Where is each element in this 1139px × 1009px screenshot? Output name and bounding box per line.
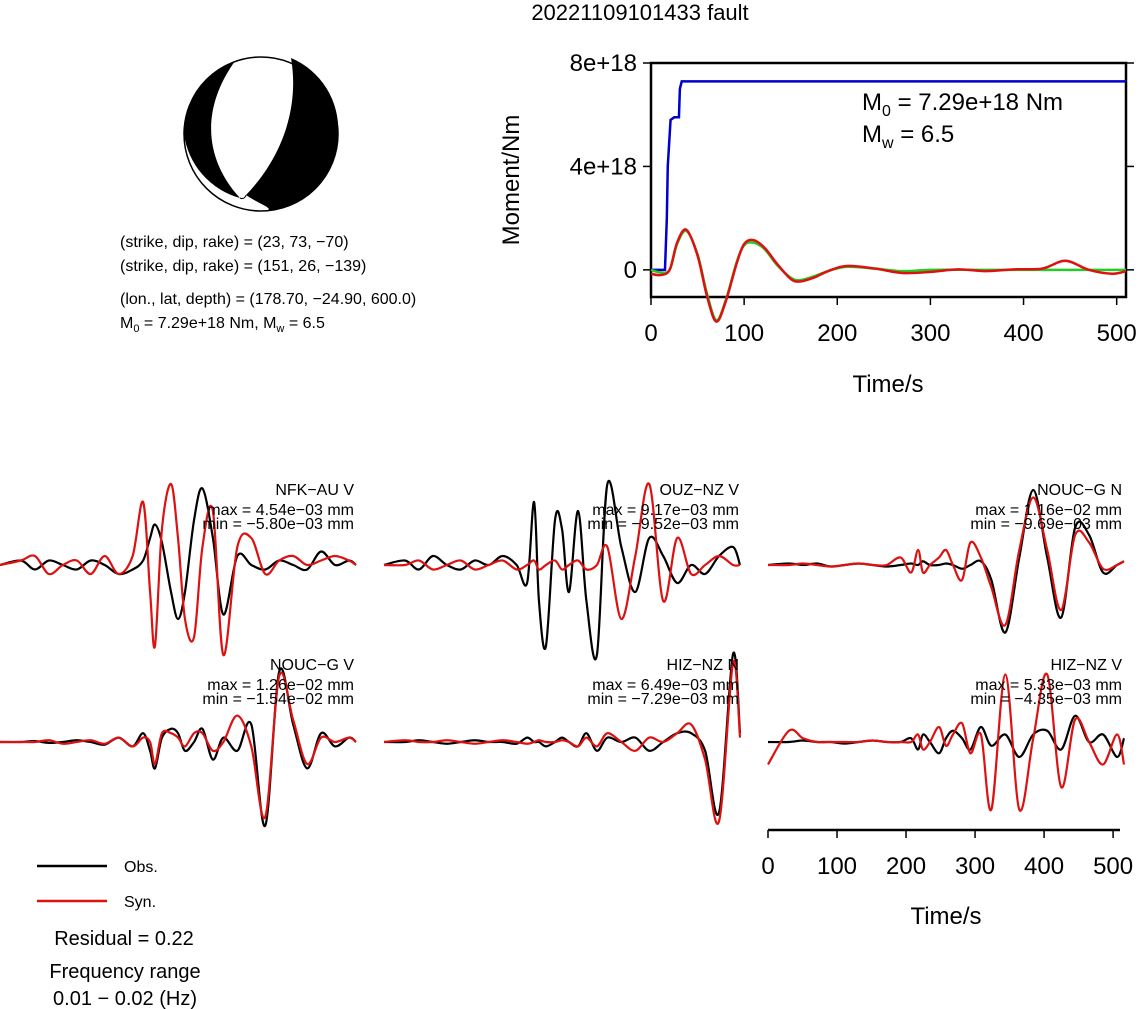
waveform-station-label: OUZ−NZ V xyxy=(659,482,739,499)
waveform-obs-trace xyxy=(383,479,742,661)
moment-series xyxy=(650,80,1127,323)
waveform-station-label: HIZ−NZ V xyxy=(1050,657,1122,674)
waveform-xtick-label: 0 xyxy=(761,853,774,880)
waveform-obs-trace xyxy=(767,714,1126,759)
moment-plot-frame xyxy=(649,61,1128,299)
legend-syn-label: Syn. xyxy=(124,894,156,911)
waveform-xtick-label: 400 xyxy=(1024,853,1064,880)
waveform-max-label: max = 1.16e−02 mm xyxy=(975,502,1122,519)
moment-xtick-label: 0 xyxy=(644,320,657,347)
waveform-min-label: min = −7.29e−03 mm xyxy=(587,691,739,708)
moment-ylabel: Moment/Nm xyxy=(498,115,525,246)
moment-xlabel: Time/s xyxy=(852,371,923,398)
waveform-station-label: NFK−AU V xyxy=(275,482,354,499)
frequency-range-label: Frequency range xyxy=(49,961,200,983)
waveform-station-label: NOUC−G V xyxy=(270,657,354,674)
waveform-xtick-label: 100 xyxy=(817,853,857,880)
beachball xyxy=(183,56,339,212)
figure-title: 20221109101433 fault xyxy=(531,0,748,25)
waveform-station-label: HIZ−NZ N xyxy=(667,657,739,674)
waveform-xtick-label: 500 xyxy=(1093,853,1133,880)
waveform-station-label: NOUC−G N xyxy=(1037,482,1122,499)
beachball-compressional-quadrant-2 xyxy=(183,61,240,198)
waveform-max-label: max = 1.26e−02 mm xyxy=(207,677,354,694)
waveform-syn-trace xyxy=(0,671,357,820)
waveform-time-axis: 0 100 200 300 400 500 Time/s xyxy=(761,828,1133,930)
waveform-min-label: min = −1.54e−02 mm xyxy=(202,691,354,708)
waveform-obs-trace xyxy=(0,487,357,621)
moment-annotation-m0: M0 = 7.29e+18 Nm xyxy=(862,89,1063,120)
moment-plot: 0 100 200 300 400 500 0 4e+18 8e+18 Moment/Nm Ti… xyxy=(498,50,1137,398)
moment-ytick-label: 0 xyxy=(624,257,637,284)
waveform-max-label: max = 9.17e−03 mm xyxy=(592,502,739,519)
location-text: (lon., lat, depth) = (178.70, −24.90, 60… xyxy=(120,291,416,308)
moment-xtick-label: 500 xyxy=(1097,320,1137,347)
waveform-max-label: max = 6.49e−03 mm xyxy=(592,677,739,694)
beachball-compressional-quadrant-1 xyxy=(246,58,339,211)
waveform-min-label: min = −9.52e−03 mm xyxy=(587,516,739,533)
plane1-text: (strike, dip, rake) = (23, 73, −70) xyxy=(120,234,349,251)
waveform-min-label: min = −9.69e−03 mm xyxy=(970,516,1122,533)
waveform-syn-trace xyxy=(767,496,1125,627)
moment-ytick-label: 4e+18 xyxy=(570,153,637,180)
moment-xtick-label: 400 xyxy=(1004,320,1044,347)
moment-series-rate_syn xyxy=(650,229,1126,322)
legend: Obs. Syn. xyxy=(37,859,158,911)
moment-series-rate_obs xyxy=(650,228,1127,323)
waveform-xtick-label: 200 xyxy=(886,853,926,880)
moment-axis-ticks: 0 100 200 300 400 500 0 4e+18 8e+18 xyxy=(570,50,1137,347)
moment-annotation-mw: Mw = 6.5 xyxy=(862,121,954,152)
moment-ytick-label: 8e+18 xyxy=(570,50,637,77)
moment-xtick-label: 300 xyxy=(910,320,950,347)
waveform-max-label: max = 5.33e−03 mm xyxy=(975,677,1122,694)
moment-series-cumulative xyxy=(651,80,1126,272)
waveform-xlabel: Time/s xyxy=(910,903,981,930)
moment-xtick-label: 200 xyxy=(817,320,857,347)
waveform-xtick-label: 300 xyxy=(955,853,995,880)
moment-xtick-label: 100 xyxy=(724,320,764,347)
waveform-min-label: min = −4.35e−03 mm xyxy=(970,691,1122,708)
legend-obs-label: Obs. xyxy=(124,859,158,876)
waveform-max-label: max = 4.54e−03 mm xyxy=(207,502,354,519)
waveform-syn-trace xyxy=(383,660,742,825)
plane2-text: (strike, dip, rake) = (151, 26, −139) xyxy=(120,258,366,275)
frequency-range-value: 0.01 − 0.02 (Hz) xyxy=(53,988,197,1009)
waveform-syn-trace xyxy=(0,482,357,657)
moment-summary-text: M0 = 7.29e+18 Nm, Mw = 6.5 xyxy=(120,315,325,335)
residual-text: Residual = 0.22 xyxy=(54,928,194,950)
waveform-min-label: min = −5.80e−03 mm xyxy=(202,516,354,533)
waveform-syn-trace xyxy=(383,482,741,621)
waveform-syn-trace xyxy=(767,672,1126,812)
